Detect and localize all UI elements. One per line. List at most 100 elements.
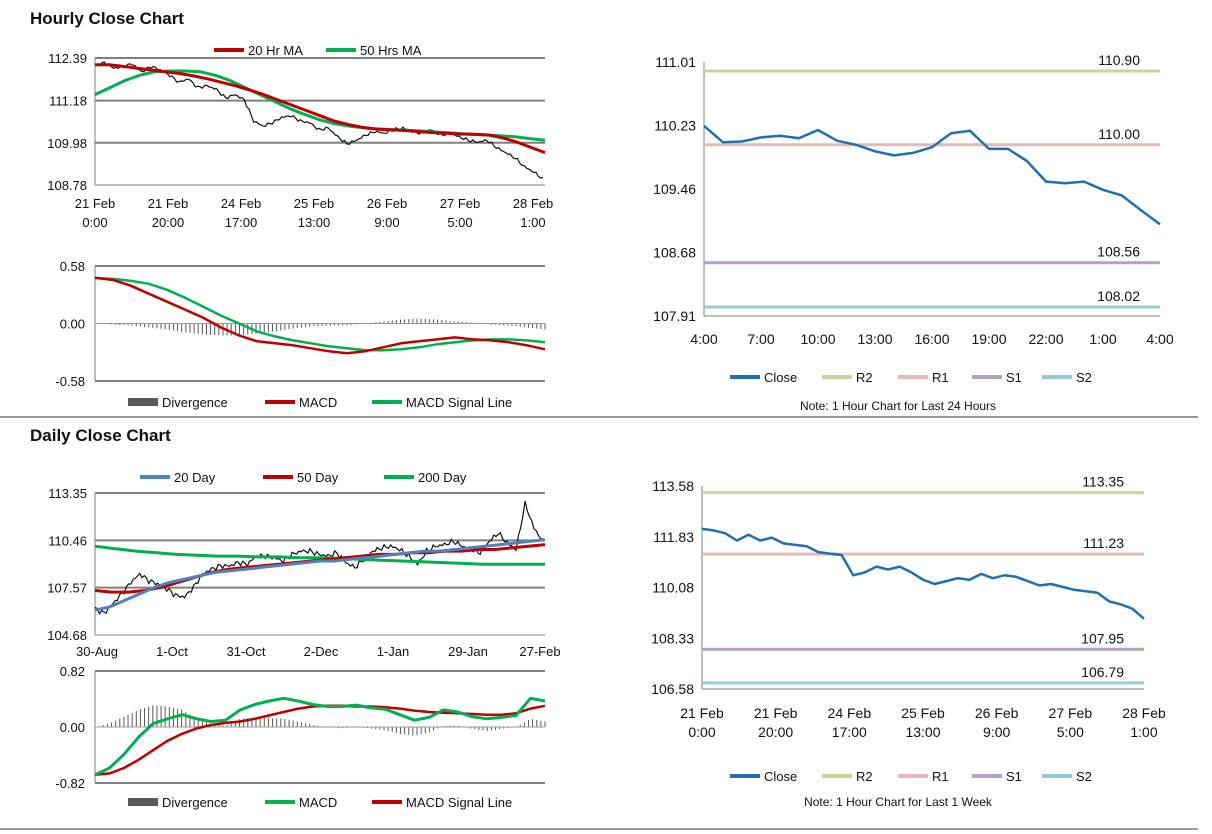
h24-legend-r1-label: R1 bbox=[932, 370, 949, 385]
h24-level-label-r1: 110.00 bbox=[1098, 126, 1140, 142]
daily-y-tick: 110.46 bbox=[48, 533, 87, 548]
legend-200-day-label: 200 Day bbox=[418, 470, 467, 485]
wk-x-tick-date: 27 Feb bbox=[1049, 705, 1093, 721]
daily-macd-y-tick: -0.82 bbox=[55, 776, 85, 791]
h24-level-label-r2: 110.90 bbox=[1098, 52, 1140, 68]
hourly-y-tick: 111.18 bbox=[49, 94, 87, 109]
daily-y-tick: 107.57 bbox=[47, 581, 87, 596]
h24-level-label-s2: 108.02 bbox=[1097, 288, 1140, 304]
legend-hourly-macd-label: MACD bbox=[299, 395, 337, 410]
wk-legend-r2-label: R2 bbox=[856, 769, 873, 784]
wk-x-tick-time: 9:00 bbox=[983, 724, 1010, 740]
hourly-x-tick-time: 1:00 bbox=[520, 215, 545, 230]
wk-y-tick: 111.83 bbox=[653, 529, 694, 545]
daily-macd-y-tick: 0.82 bbox=[60, 664, 85, 679]
hourly-section-title: Hourly Close Chart bbox=[30, 9, 184, 28]
daily-200day-line bbox=[94, 544, 545, 566]
daily-x-tick: 2-Dec bbox=[304, 644, 339, 659]
hourly-x-tick-time: 13:00 bbox=[298, 215, 331, 230]
daily-x-tick: 31-Oct bbox=[226, 644, 265, 659]
wk-y-tick: 110.08 bbox=[652, 580, 694, 596]
h24-y-tick: 109.46 bbox=[653, 181, 696, 197]
h24-close-line bbox=[703, 124, 1161, 226]
wk-x-tick-date: 24 Feb bbox=[828, 705, 872, 721]
hourly-x-tick-date: 28 Feb bbox=[513, 196, 553, 211]
daily-x-tick: 1-Oct bbox=[156, 644, 188, 659]
hourly-macd-line bbox=[94, 276, 546, 355]
h24-level-label-s1: 108.56 bbox=[1097, 244, 1140, 260]
h24-x-tick: 4:00 bbox=[1146, 331, 1173, 347]
wk-level-label-s2: 106.79 bbox=[1081, 664, 1124, 680]
daily-section-title: Daily Close Chart bbox=[30, 426, 171, 445]
hourly-x-tick-date: 25 Feb bbox=[294, 196, 334, 211]
wk-x-tick-date: 21 Feb bbox=[680, 705, 724, 721]
hourly-macd-y-tick: -0.58 bbox=[55, 374, 85, 389]
wk-x-tick-time: 0:00 bbox=[688, 724, 715, 740]
legend-20-day-label: 20 Day bbox=[174, 470, 216, 485]
hourly-y-tick: 112.39 bbox=[48, 51, 87, 66]
hourly-x-tick-date: 24 Feb bbox=[221, 196, 261, 211]
daily-20day-line bbox=[94, 538, 546, 612]
h24-x-tick: 22:00 bbox=[1028, 331, 1063, 347]
wk-level-label-r1: 111.23 bbox=[1083, 535, 1124, 551]
wk-x-tick-date: 25 Feb bbox=[901, 705, 945, 721]
hourly-ma50-line bbox=[94, 69, 546, 142]
legend-20hr-ma-label: 20 Hr MA bbox=[248, 43, 303, 58]
wk-x-tick-date: 26 Feb bbox=[975, 705, 1019, 721]
h24-x-tick: 1:00 bbox=[1089, 331, 1116, 347]
wk-y-tick: 113.58 bbox=[652, 478, 694, 494]
legend-daily-macd-label: MACD bbox=[299, 795, 337, 810]
wk-legend-s2-label: S2 bbox=[1076, 769, 1092, 784]
h24-x-tick: 13:00 bbox=[857, 331, 892, 347]
wk-x-tick-time: 1:00 bbox=[1130, 724, 1157, 740]
h24-x-tick: 10:00 bbox=[800, 331, 835, 347]
wk-note: Note: 1 Hour Chart for Last 1 Week bbox=[804, 795, 993, 809]
wk-legend-s1-label: S1 bbox=[1006, 769, 1022, 784]
wk-y-tick: 108.33 bbox=[651, 630, 694, 646]
wk-legend-close-label: Close bbox=[764, 769, 797, 784]
legend-50-day-label: 50 Day bbox=[297, 470, 339, 485]
wk-level-label-r2: 113.35 bbox=[1082, 474, 1124, 490]
daily-macd-line bbox=[94, 696, 546, 777]
legend-daily-divergence-label: Divergence bbox=[162, 795, 228, 810]
wk-y-tick: 106.58 bbox=[651, 681, 694, 697]
wk-x-tick-time: 5:00 bbox=[1057, 724, 1084, 740]
hourly-close-line bbox=[94, 61, 544, 179]
h24-x-tick: 19:00 bbox=[971, 331, 1006, 347]
hourly-x-tick-date: 26 Feb bbox=[367, 196, 407, 211]
h24-y-tick: 108.68 bbox=[653, 245, 696, 261]
h24-x-tick: 16:00 bbox=[914, 331, 949, 347]
h24-note: Note: 1 Hour Chart for Last 24 Hours bbox=[800, 399, 996, 413]
daily-y-tick: 113.35 bbox=[48, 486, 87, 501]
daily-x-tick: 27-Feb bbox=[519, 644, 560, 659]
legend-hourly-signal-label: MACD Signal Line bbox=[406, 395, 512, 410]
daily-macd-y-tick: 0.00 bbox=[60, 720, 85, 735]
wk-legend-r1-label: R1 bbox=[932, 769, 949, 784]
h24-x-tick: 4:00 bbox=[690, 331, 717, 347]
bottom-divider bbox=[0, 828, 1198, 830]
hourly-macd-y-tick: 0.00 bbox=[60, 317, 85, 332]
hourly-ma20-line bbox=[95, 63, 546, 155]
legend-50hrs-ma-label: 50 Hrs MA bbox=[360, 43, 422, 58]
wk-level-label-s1: 107.95 bbox=[1081, 630, 1124, 646]
hourly-signal-line bbox=[94, 276, 546, 352]
h24-legend-s1-label: S1 bbox=[1006, 370, 1022, 385]
h24-x-tick: 7:00 bbox=[747, 331, 774, 347]
daily-x-tick: 30-Aug bbox=[76, 644, 118, 659]
h24-y-tick: 111.01 bbox=[655, 54, 696, 70]
wk-x-tick-time: 17:00 bbox=[832, 724, 867, 740]
daily-y-tick: 104.68 bbox=[47, 628, 87, 643]
wk-close-line bbox=[701, 527, 1145, 620]
wk-x-tick-date: 21 Feb bbox=[754, 705, 798, 721]
legend-hourly-divergence-label: Divergence bbox=[162, 395, 228, 410]
hourly-macd-y-tick: 0.58 bbox=[60, 259, 85, 274]
hourly-x-tick-date: 21 Feb bbox=[75, 196, 115, 211]
hourly-x-tick-date: 21 Feb bbox=[148, 196, 188, 211]
h24-y-tick: 110.23 bbox=[654, 118, 696, 134]
legend-daily-divergence-swatch bbox=[128, 798, 158, 806]
h24-legend-s2-label: S2 bbox=[1076, 370, 1092, 385]
wk-x-tick-time: 20:00 bbox=[758, 724, 793, 740]
hourly-x-tick-time: 17:00 bbox=[225, 215, 258, 230]
section-divider bbox=[0, 416, 1198, 418]
